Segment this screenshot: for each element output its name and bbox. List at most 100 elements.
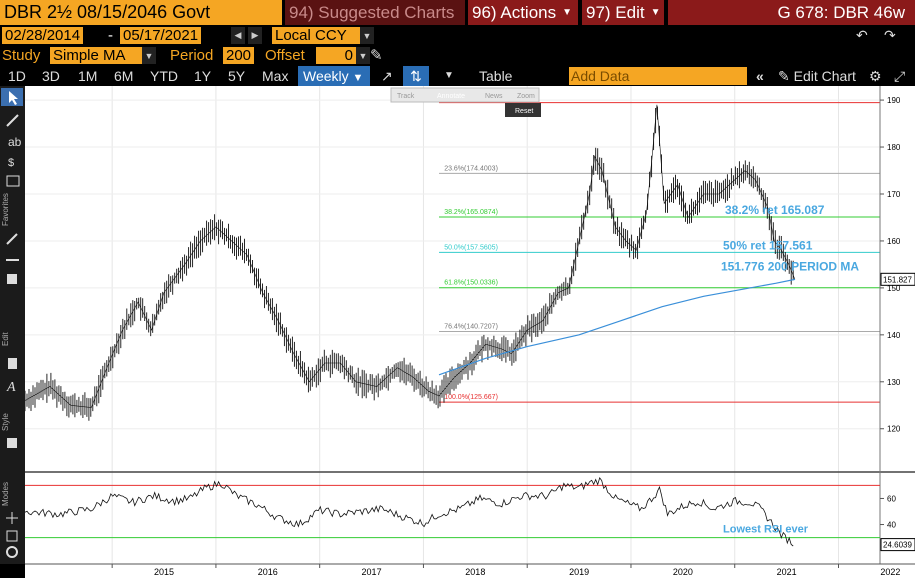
annotation-icon[interactable]: ab: [8, 135, 22, 149]
x-tick-label: 2022: [880, 567, 900, 577]
line-chart-button[interactable]: ↗: [381, 66, 393, 86]
zoom-button[interactable]: Zoom: [517, 93, 535, 100]
crosshair-icon[interactable]: [6, 512, 18, 524]
period-field[interactable]: 200: [223, 47, 255, 64]
drawing-tools: ab $ Favorites Edit A Style Modes: [1, 88, 23, 558]
fibonacci-icon[interactable]: $: [8, 157, 14, 169]
annotate-button[interactable]: Annotate: [437, 93, 465, 100]
y-tick-label: 130: [887, 378, 901, 387]
chevron-down-icon: ▼: [142, 47, 156, 64]
chevron-left-icon: ◀: [231, 27, 245, 44]
chart-svg[interactable]: 0.0%(189.454)23.6%(174.4003)38.2%(165.08…: [24, 86, 915, 578]
reset-button-bg: [505, 103, 541, 117]
add-data-input[interactable]: Add Data: [569, 67, 747, 85]
chevron-down-icon: ▼: [360, 27, 374, 44]
channel-icon[interactable]: [6, 175, 20, 187]
toolbar: 1D 3D 1M 6M YTD 1Y 5Y Max Weekly ▼ ↗ ⇅ ▼…: [0, 66, 915, 86]
svg-text:ab: ab: [8, 135, 22, 149]
suggested-charts-button[interactable]: 94) Suggested Charts: [285, 0, 465, 25]
x-tick-label: 2020: [673, 567, 693, 577]
rsi-panel: 40 60 24.6039 Lowest RSI ever: [24, 477, 915, 552]
chevron-right-icon: ▶: [248, 27, 262, 44]
rsi-last-box: [880, 538, 915, 552]
rsi-last-label: 24.6039: [883, 541, 912, 550]
y-tick-label: 160: [887, 237, 901, 246]
price-line: [24, 104, 796, 408]
undo-button[interactable]: ↶: [856, 27, 868, 44]
actions-button[interactable]: 96) Actions ▼: [468, 0, 578, 25]
end-date-field[interactable]: 05/17/2021: [120, 27, 202, 44]
svg-text:A: A: [6, 380, 16, 395]
reset-button[interactable]: Reset: [515, 108, 533, 115]
svg-text:Modes: Modes: [1, 482, 10, 506]
settings-icon: ⚙: [869, 68, 882, 84]
overlay-toolbar-bg: [390, 87, 540, 103]
time-x-axis: 2015 2016 2017 2018 2019 2020 2021 2022: [25, 563, 915, 578]
undo-icon: ↶: [856, 27, 868, 43]
table-button[interactable]: Table: [479, 68, 513, 84]
chart-area[interactable]: 0.0%(189.454)23.6%(174.4003)38.2%(165.08…: [24, 86, 915, 578]
y-tick-label: 180: [887, 143, 901, 152]
chevron-down-icon: ▼: [562, 7, 573, 18]
rsi-y-tick-label: 60: [887, 494, 896, 503]
currency-select[interactable]: Local CCY ▼: [272, 27, 374, 44]
frequency-select[interactable]: Weekly ▼: [298, 66, 370, 86]
period-label: Period: [170, 47, 214, 64]
price-series: [24, 104, 796, 421]
collapse-button[interactable]: «: [756, 66, 764, 86]
y-tick-label: 120: [887, 425, 901, 434]
annotation-label: 50% ret 157.561: [723, 238, 813, 252]
chart-type-dropdown[interactable]: ▼: [444, 66, 454, 86]
svg-text:Edit: Edit: [1, 331, 10, 346]
gear-icon[interactable]: [6, 546, 18, 558]
rsi-line: [24, 477, 794, 547]
draw-tool-button[interactable]: ✎: [370, 46, 383, 64]
study-select[interactable]: Simple MA ▼: [50, 47, 156, 64]
period-1m[interactable]: 1M: [78, 68, 98, 84]
news-button[interactable]: News: [485, 93, 503, 100]
cursor-icon[interactable]: [9, 91, 18, 105]
modes-label: Modes: [1, 482, 10, 506]
study-bar: Study Simple MA ▼ Period 200 Offset 0 ▼ ✎: [0, 45, 915, 66]
color-icon[interactable]: [7, 438, 17, 448]
period-1d[interactable]: 1D: [8, 68, 26, 84]
period-5y[interactable]: 5Y: [228, 68, 246, 84]
start-date-field[interactable]: 02/28/2014: [2, 27, 84, 44]
annotations: 38.2% ret 165.087 50% ret 157.561 151.776 …: [721, 203, 859, 273]
redo-button[interactable]: ↷: [884, 27, 896, 44]
period-max[interactable]: Max: [262, 68, 289, 84]
title-bar: DBR 2½ 08/15/2046 Govt 94) Suggested Cha…: [0, 0, 915, 25]
annotation-label: 151.776 200 PERIOD MA: [721, 260, 859, 274]
offset-field[interactable]: 0 ▼: [316, 47, 370, 64]
track-button[interactable]: Track: [397, 93, 415, 100]
chart-overlay-toolbar: Track Annotate News Zoom Reset: [390, 87, 541, 117]
ma-line: [438, 278, 796, 376]
edit-button[interactable]: 97) Edit ▼: [582, 0, 664, 25]
offset-label: Offset: [265, 47, 305, 64]
chart-code: G 678: DBR 46w: [668, 0, 915, 25]
trash-icon[interactable]: [8, 358, 17, 369]
magnet-icon[interactable]: [6, 530, 18, 542]
last-price-box: [880, 272, 915, 286]
study-label: Study: [2, 47, 41, 64]
trendline-icon[interactable]: [6, 114, 19, 127]
y-tick-label: 140: [887, 331, 901, 340]
security-title[interactable]: DBR 2½ 08/15/2046 Govt: [0, 0, 282, 25]
bar-chart-button[interactable]: ⇅: [403, 66, 429, 86]
next-period-button[interactable]: ▶: [248, 27, 262, 44]
font-icon[interactable]: A: [6, 380, 16, 395]
fib-label: 76.4%(140.7207): [444, 323, 498, 330]
period-1y[interactable]: 1Y: [194, 68, 212, 84]
pen-icon[interactable]: [6, 233, 18, 245]
settings-button[interactable]: ⚙: [869, 66, 882, 86]
prev-period-button[interactable]: ◀: [231, 27, 245, 44]
period-3d[interactable]: 3D: [42, 68, 60, 84]
rsi-annotation: Lowest RSI ever: [723, 524, 809, 536]
ruler-icon[interactable]: [7, 274, 17, 284]
period-ytd[interactable]: YTD: [150, 68, 178, 84]
chevron-down-icon: ▼: [352, 72, 364, 84]
edit-chart-button[interactable]: ✎ Edit Chart: [778, 68, 856, 84]
period-6m[interactable]: 6M: [114, 68, 134, 84]
expand-button[interactable]: ⤢: [894, 66, 905, 86]
style-label: Style: [1, 413, 10, 431]
